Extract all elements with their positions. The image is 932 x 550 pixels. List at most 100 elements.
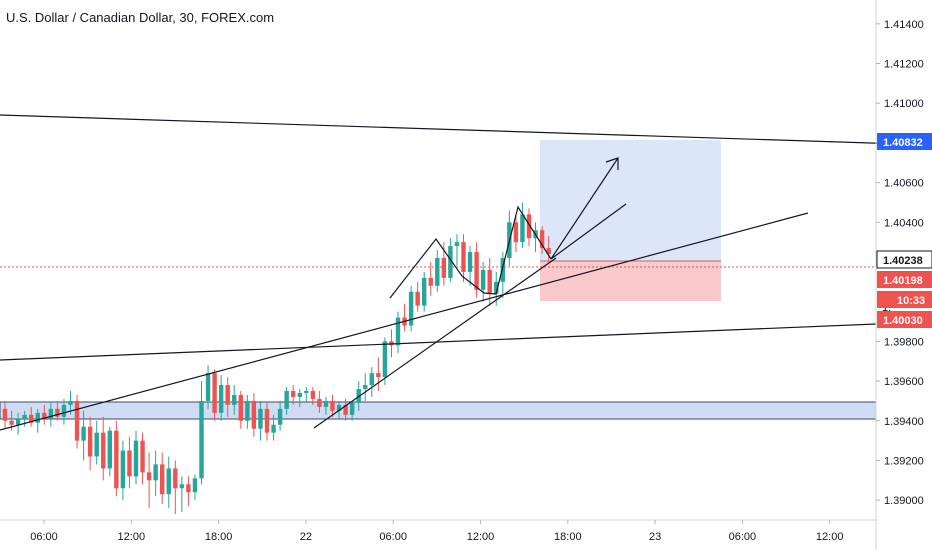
candle-body[interactable] [330, 400, 335, 411]
candle-body[interactable] [2, 408, 8, 421]
candle-body[interactable] [284, 390, 289, 409]
candle-body[interactable] [461, 242, 466, 272]
projection-arrow-line[interactable] [550, 157, 619, 260]
candle-body[interactable] [245, 400, 250, 421]
y-tick-label: 1.39800 [884, 336, 924, 348]
candle-body[interactable] [382, 341, 388, 378]
candle-body[interactable] [349, 402, 355, 415]
candle-body[interactable] [140, 440, 145, 473]
candle-body[interactable] [415, 291, 420, 306]
candle-body[interactable] [199, 400, 204, 479]
candle-body[interactable] [277, 408, 283, 425]
candle-body[interactable] [264, 408, 270, 433]
candle-body[interactable] [205, 373, 211, 401]
candle-body[interactable] [232, 394, 237, 405]
candle-body[interactable] [363, 385, 368, 390]
support-zone [0, 401, 877, 420]
candle-body[interactable] [546, 248, 551, 255]
candle-body[interactable] [166, 468, 171, 495]
candle-body[interactable] [258, 408, 263, 429]
candle-body[interactable] [212, 373, 217, 413]
candle-body[interactable] [494, 281, 499, 294]
candle-body[interactable] [448, 246, 453, 278]
candle-body[interactable] [291, 390, 296, 397]
candle-body[interactable] [238, 394, 243, 421]
x-tick-label: 12:00 [816, 531, 844, 543]
candle-body[interactable] [225, 385, 230, 405]
candle-body[interactable] [454, 242, 460, 247]
candle-body[interactable] [22, 414, 27, 419]
price-tag-stop: 1.40030 [877, 311, 932, 328]
candle-body[interactable] [68, 400, 73, 405]
candle-body[interactable] [160, 464, 165, 495]
candle-body[interactable] [146, 472, 152, 481]
candle-body[interactable] [251, 400, 257, 429]
steep-trendline[interactable] [313, 257, 557, 429]
candle-body[interactable] [310, 390, 316, 399]
candle-body[interactable] [186, 484, 191, 493]
candle-body[interactable] [520, 214, 525, 243]
candle-body[interactable] [133, 440, 139, 477]
candle-body[interactable] [127, 450, 132, 477]
candle-body[interactable] [513, 222, 519, 243]
candle-body[interactable] [35, 412, 40, 423]
candle-body[interactable] [408, 291, 414, 326]
y-tick-label: 1.40600 [884, 178, 924, 190]
candle-body[interactable] [376, 373, 381, 378]
candle-body[interactable] [114, 430, 119, 489]
candle-body[interactable] [192, 478, 198, 493]
candle-body[interactable] [153, 464, 158, 481]
candle-body[interactable] [441, 258, 447, 278]
candle-body[interactable] [55, 408, 60, 417]
candle-body[interactable] [500, 258, 505, 282]
candle-body[interactable] [435, 258, 440, 286]
x-tick-label: 06:00 [729, 531, 757, 543]
candle-body[interactable] [480, 269, 486, 290]
candle-body[interactable] [120, 450, 126, 489]
candle-body[interactable] [336, 404, 342, 411]
candle-body[interactable] [271, 424, 276, 433]
candle-body[interactable] [395, 317, 401, 346]
x-tick-label: 18:00 [554, 531, 582, 543]
upper-trendline[interactable] [0, 114, 932, 146]
lower-channel-line[interactable] [0, 323, 877, 361]
candle-body[interactable] [467, 252, 473, 272]
candle-body[interactable] [9, 420, 14, 425]
candle-body[interactable] [323, 400, 329, 407]
candle-body[interactable] [474, 252, 479, 290]
candle-body[interactable] [48, 408, 54, 419]
candle-body[interactable] [304, 390, 309, 393]
y-tick-label: 1.41000 [884, 98, 924, 110]
candle-body[interactable] [29, 414, 34, 423]
candle-body[interactable] [526, 214, 532, 239]
candle-body[interactable] [179, 484, 185, 489]
candle-body[interactable] [218, 385, 224, 413]
candle-body[interactable] [539, 230, 545, 249]
candle-body[interactable] [94, 432, 99, 457]
candle-body[interactable] [487, 269, 492, 294]
candle-body[interactable] [87, 426, 93, 457]
candle-body[interactable] [107, 430, 112, 469]
pattern-zigzag[interactable] [389, 205, 552, 299]
price-tag-target: 1.40832 [877, 133, 932, 150]
candle-body[interactable] [81, 426, 86, 441]
candle-body[interactable] [101, 432, 106, 469]
y-tick-label: 1.40400 [884, 217, 924, 229]
candle-body[interactable] [317, 398, 322, 407]
y-tick-label: 1.39000 [884, 495, 924, 507]
candle-body[interactable] [428, 277, 433, 286]
candle-body[interactable] [15, 418, 21, 425]
projection-line[interactable] [550, 203, 627, 260]
candle-body[interactable] [173, 468, 178, 489]
svg-text:10:33: 10:33 [897, 295, 925, 307]
candle-body[interactable] [297, 392, 302, 397]
candle-body[interactable] [61, 404, 67, 417]
candle-body[interactable] [343, 404, 348, 415]
candle-body[interactable] [422, 277, 427, 306]
candle-body[interactable] [74, 400, 80, 441]
stop-zone [540, 261, 721, 301]
rising-trendline[interactable] [0, 212, 809, 431]
candle-body[interactable] [369, 373, 374, 386]
candle-body[interactable] [42, 412, 47, 419]
